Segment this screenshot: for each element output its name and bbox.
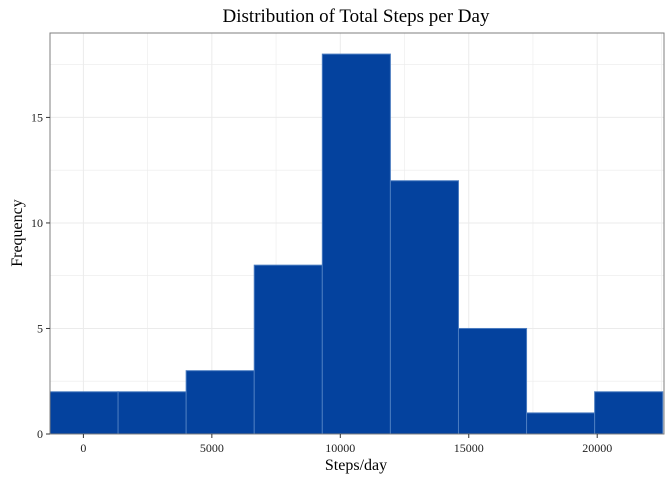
x-tick-label: 10000	[325, 441, 355, 455]
x-axis-ticks: 0 5000 10000 15000 20000	[80, 434, 612, 455]
histogram-bar	[185, 370, 255, 435]
histogram-bar	[321, 53, 391, 435]
histogram-bar	[526, 412, 596, 435]
y-tick-label: 5	[37, 321, 43, 335]
x-axis-label: Steps/day	[325, 457, 387, 474]
histogram-bar	[457, 327, 528, 435]
y-axis-label: Frequency	[9, 199, 26, 267]
y-axis-ticks: 0 5 10 15	[31, 110, 50, 441]
histogram-bar	[594, 391, 664, 435]
y-tick-label: 10	[31, 216, 43, 230]
plot-panel	[49, 32, 665, 435]
y-tick-label: 0	[37, 427, 43, 441]
y-tick-label: 15	[31, 110, 43, 124]
x-tick-label: 5000	[200, 441, 224, 455]
x-tick-label: 0	[80, 441, 86, 455]
histogram-bar	[49, 391, 119, 435]
x-tick-label: 15000	[454, 441, 484, 455]
histogram-bar	[389, 180, 459, 435]
histogram-bar	[117, 391, 187, 435]
chart-title: Distribution of Total Steps per Day	[223, 6, 490, 27]
x-tick-label: 20000	[582, 441, 612, 455]
bars	[49, 53, 664, 435]
histogram-bar	[253, 264, 323, 435]
